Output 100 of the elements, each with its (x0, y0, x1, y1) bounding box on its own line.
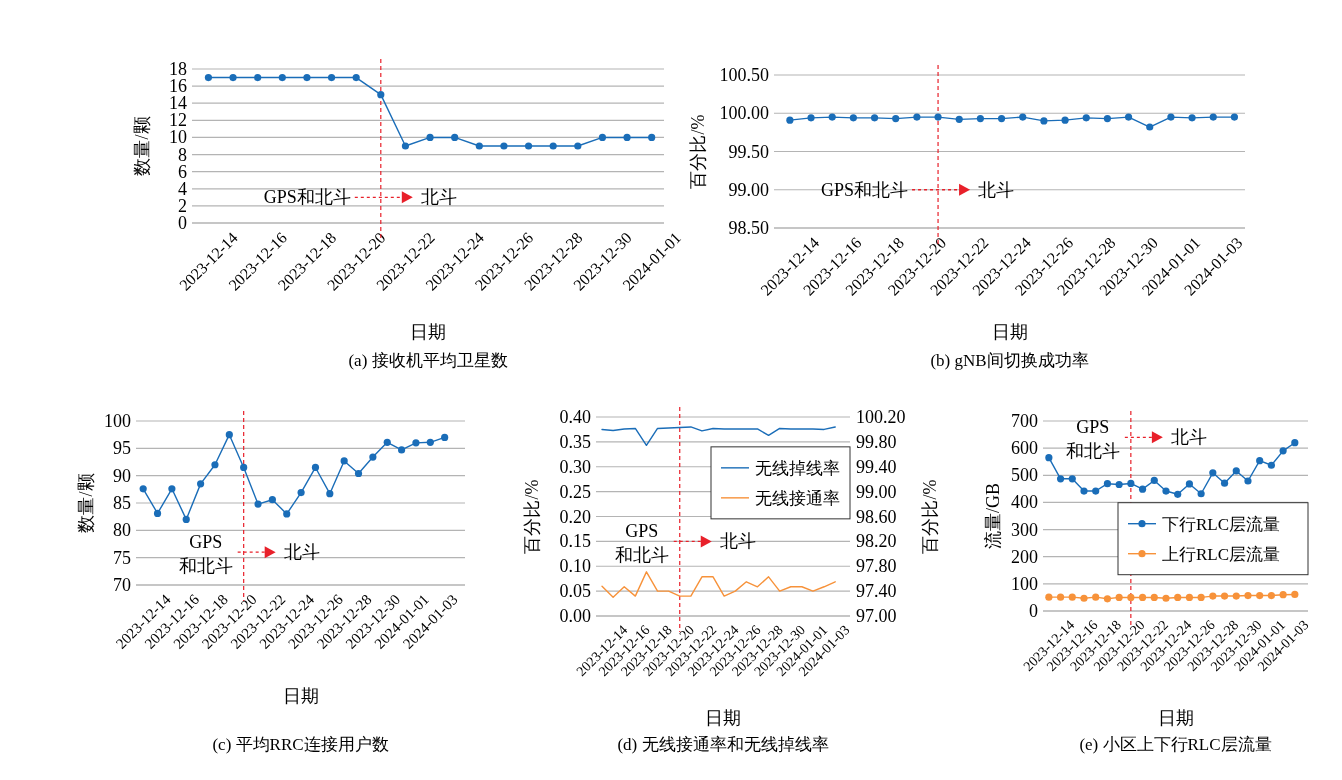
y-tick-label: 600 (1011, 438, 1038, 459)
point (976, 115, 984, 123)
y-axis-title: 流量/GB (983, 482, 1003, 550)
point (1045, 454, 1053, 462)
point (1080, 487, 1088, 495)
text: (b) gNB间切换成功率 (930, 351, 1089, 370)
point (524, 142, 533, 150)
point (1197, 593, 1205, 602)
point (1061, 116, 1069, 124)
y2-tick-label: 100.20 (856, 407, 906, 427)
legend-label: 无线掉线率 (755, 458, 840, 478)
y-tick-label: 700 (1011, 411, 1038, 431)
point (1244, 591, 1252, 600)
point (648, 133, 656, 142)
y-axis-title: 百分比/% (522, 479, 542, 554)
point (327, 73, 336, 82)
point (1174, 593, 1182, 602)
y2-tick-label: 99.40 (856, 456, 897, 477)
y-tick-label: 70 (113, 575, 131, 595)
legend-label: 下行RLC层流量 (1162, 514, 1281, 534)
point (225, 431, 233, 439)
point (268, 496, 276, 504)
point (1279, 591, 1287, 599)
point (598, 133, 607, 142)
point (1174, 490, 1182, 498)
point (197, 480, 205, 488)
y-axis-title: 百分比/% (688, 114, 708, 189)
y-tick-label: 100.50 (719, 65, 769, 85)
point (500, 142, 508, 150)
point (303, 73, 311, 82)
y-tick-label: 99.50 (728, 141, 769, 162)
y-tick-label: 400 (1011, 492, 1038, 513)
y-tick-label: 200 (1011, 546, 1038, 567)
y-tick-label: 80 (113, 520, 131, 541)
point (1256, 457, 1264, 465)
y-tick-label: 0.15 (559, 531, 591, 552)
point (1124, 113, 1133, 121)
point (849, 114, 857, 122)
y-tick-label: 0.35 (559, 431, 591, 452)
y-tick-label: 18 (169, 59, 187, 79)
point (326, 490, 334, 498)
point (997, 115, 1006, 123)
point (352, 73, 360, 82)
point (1138, 485, 1147, 493)
point (182, 515, 190, 523)
annotation: 北斗 (978, 179, 1015, 200)
y2-tick-label: 97.00 (856, 606, 897, 626)
point (807, 114, 815, 122)
y-tick-label: 85 (113, 493, 131, 513)
y2-tick-label: 97.40 (856, 581, 897, 602)
x-axis-title: 日期 (991, 322, 1028, 342)
y-tick-label: 0.10 (559, 556, 591, 577)
y-tick-label: 500 (1011, 465, 1038, 486)
point (955, 115, 963, 123)
annotation: GPS和北斗 (1065, 417, 1120, 462)
annotation: GPS和北斗 (821, 179, 909, 200)
line-series (601, 426, 836, 447)
point (1256, 591, 1264, 600)
y-tick-label: 0.20 (559, 506, 591, 527)
point (1150, 593, 1158, 602)
point (913, 113, 921, 121)
y-axis-title: 数量/颗 (76, 473, 96, 533)
point (1291, 439, 1299, 447)
point (1103, 115, 1111, 123)
point (340, 457, 348, 465)
point (1230, 113, 1239, 121)
point (828, 113, 836, 121)
y-tick-label: 100 (104, 411, 131, 431)
point (1220, 479, 1229, 487)
y-tick-label: 0 (1029, 601, 1038, 621)
point (139, 485, 147, 493)
legend-label: 无线接通率 (755, 488, 840, 508)
y-tick-label: 75 (113, 547, 131, 568)
point (278, 73, 286, 82)
point (1056, 475, 1065, 483)
point (623, 133, 631, 142)
point (311, 463, 320, 472)
point (1220, 592, 1229, 600)
point (786, 116, 794, 124)
point (1150, 476, 1158, 485)
text: (e) 小区上下行RLC层流量 (1079, 735, 1272, 754)
point (204, 73, 213, 82)
point (1103, 480, 1112, 488)
point (441, 433, 449, 441)
point (412, 439, 420, 447)
point (426, 438, 434, 446)
point (1209, 592, 1217, 600)
point (397, 446, 406, 454)
point (1185, 593, 1194, 602)
point (1045, 593, 1053, 601)
legend-label: 上行RLC层流量 (1162, 544, 1281, 564)
y2-tick-label: 99.00 (856, 481, 897, 502)
text: (c) 平均RRC连接用户数 (212, 735, 389, 754)
point (1103, 595, 1112, 603)
annotation: 北斗 (283, 542, 320, 563)
y-tick-label: 100 (1011, 573, 1038, 594)
point (1080, 594, 1088, 602)
point (1232, 467, 1240, 475)
y-tick-label: 0.05 (559, 581, 591, 602)
point (383, 438, 391, 446)
